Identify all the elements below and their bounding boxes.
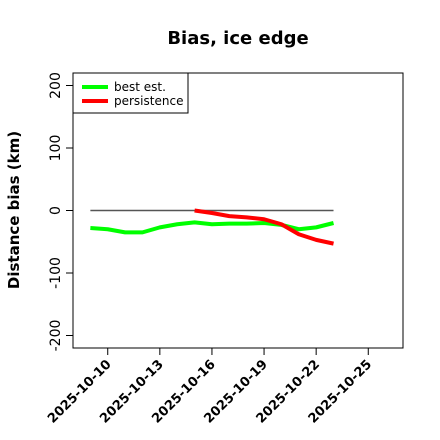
y-tick-label: 200 bbox=[48, 72, 64, 99]
series-line-persistence bbox=[194, 208, 334, 246]
legend-label-best-est: best est. bbox=[114, 80, 166, 94]
y-axis-label: Distance bias (km) bbox=[5, 131, 23, 289]
legend: best est. persistence bbox=[72, 72, 189, 114]
y-tick-label: 0 bbox=[48, 206, 64, 215]
legend-label-persistence: persistence bbox=[114, 94, 183, 108]
y-tick-label: -100 bbox=[48, 257, 64, 289]
series-layer bbox=[90, 208, 335, 246]
x-axis: 2025-10-102025-10-132025-10-162025-10-19… bbox=[45, 348, 375, 427]
y-tick-label: 100 bbox=[48, 135, 64, 162]
series-line-best-est bbox=[90, 220, 335, 235]
chart-title: Bias, ice edge bbox=[167, 28, 308, 49]
y-tick-label: -200 bbox=[48, 320, 64, 352]
y-axis: -200 -100 0 100 200 bbox=[48, 72, 73, 351]
legend-box bbox=[72, 72, 189, 114]
